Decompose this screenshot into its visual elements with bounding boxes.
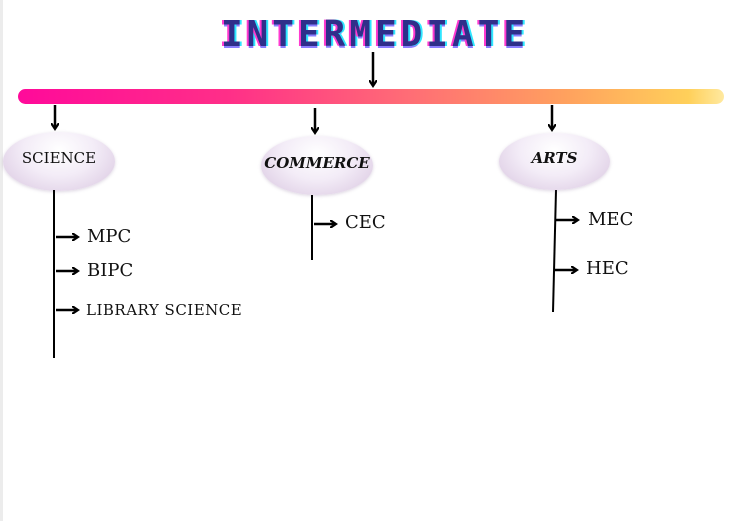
commerce-branch-line [311, 195, 313, 260]
leaf-mpc: MPC [87, 226, 132, 247]
science-branch-line [53, 190, 55, 358]
commerce-node: COMMERCE [261, 136, 373, 195]
leaf-library-science: LIBRARY SCIENCE [86, 301, 243, 319]
page-left-border [0, 0, 3, 521]
diagram-title: INTERMEDIATE [220, 14, 530, 55]
leaf-mec: MEC [588, 209, 634, 230]
arts-branch-line [552, 189, 557, 313]
arts-label: ARTS [531, 149, 578, 167]
science-label: SCIENCE [21, 149, 97, 167]
leaf-cec: CEC [345, 212, 386, 233]
gradient-connector-bar [18, 89, 724, 104]
arts-node: ARTS [499, 133, 610, 190]
science-node: SCIENCE [3, 132, 115, 191]
commerce-label: COMMERCE [264, 154, 370, 172]
leaf-bipc: BIPC [87, 260, 134, 281]
leaf-hec: HEC [586, 258, 629, 279]
